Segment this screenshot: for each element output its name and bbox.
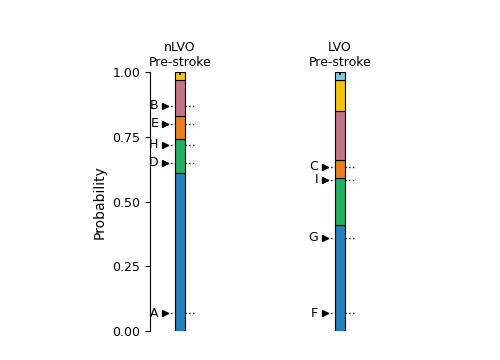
Text: F: F: [311, 307, 318, 320]
Bar: [334, 72, 345, 80]
Text: C: C: [310, 160, 318, 173]
Text: E: E: [150, 117, 158, 130]
Bar: [174, 80, 186, 116]
Text: A: A: [150, 307, 158, 320]
Text: H: H: [149, 138, 158, 151]
Text: G: G: [308, 231, 318, 244]
Title: nLVO
Pre-stroke: nLVO Pre-stroke: [148, 41, 212, 69]
Bar: [174, 116, 186, 139]
Title: LVO
Pre-stroke: LVO Pre-stroke: [308, 41, 372, 69]
Bar: [334, 111, 345, 160]
Bar: [334, 178, 345, 225]
Bar: [334, 225, 345, 331]
Text: B: B: [150, 99, 158, 112]
Bar: [334, 160, 345, 178]
Bar: [334, 80, 345, 111]
Bar: [174, 139, 186, 173]
Y-axis label: Probability: Probability: [92, 165, 106, 239]
Bar: [174, 173, 186, 331]
Text: I: I: [314, 173, 318, 186]
Bar: [174, 72, 186, 80]
Text: D: D: [148, 156, 158, 169]
